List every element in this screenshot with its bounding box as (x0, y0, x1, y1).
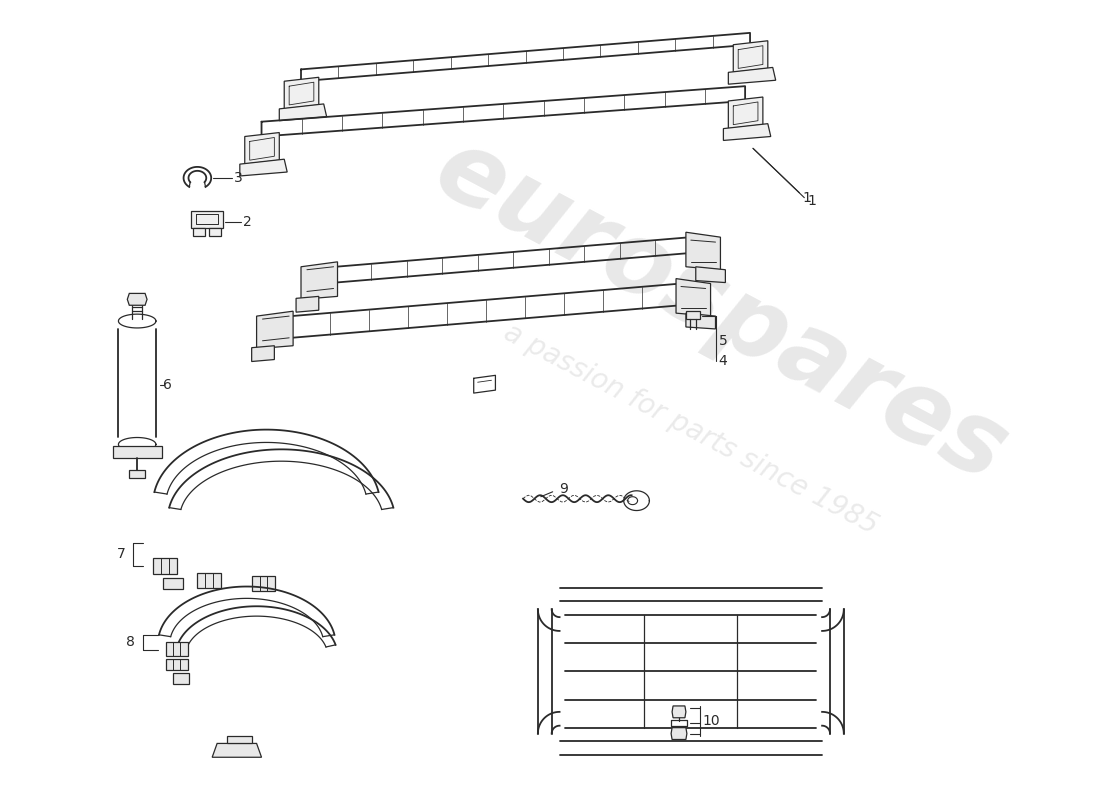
Text: 3: 3 (234, 171, 243, 185)
Text: eurospares: eurospares (418, 120, 1023, 502)
Text: 8: 8 (126, 634, 135, 649)
Polygon shape (209, 228, 221, 236)
Polygon shape (686, 313, 715, 329)
Polygon shape (671, 728, 686, 739)
Text: 7: 7 (117, 547, 125, 561)
Polygon shape (256, 311, 293, 349)
Text: 1: 1 (807, 194, 816, 208)
Polygon shape (724, 124, 771, 141)
Polygon shape (112, 446, 162, 458)
Text: 6: 6 (163, 378, 172, 392)
Polygon shape (676, 278, 711, 316)
Polygon shape (173, 674, 189, 684)
Polygon shape (240, 159, 287, 176)
Polygon shape (728, 67, 776, 84)
Polygon shape (296, 296, 319, 312)
Polygon shape (252, 346, 274, 362)
Text: 10: 10 (703, 714, 720, 728)
Text: 1: 1 (802, 190, 811, 205)
Polygon shape (128, 294, 147, 306)
Polygon shape (197, 573, 221, 589)
Text: a passion for parts since 1985: a passion for parts since 1985 (499, 318, 882, 541)
Polygon shape (696, 266, 725, 282)
Polygon shape (301, 262, 338, 299)
Text: 2: 2 (243, 215, 252, 230)
Polygon shape (686, 232, 720, 270)
Polygon shape (130, 470, 145, 478)
Text: 9: 9 (560, 482, 569, 496)
Polygon shape (166, 642, 187, 656)
Polygon shape (153, 558, 177, 574)
Polygon shape (284, 78, 319, 109)
Polygon shape (728, 97, 763, 129)
Polygon shape (166, 658, 187, 670)
Text: 4: 4 (718, 354, 727, 367)
Polygon shape (227, 735, 252, 743)
Polygon shape (191, 210, 223, 228)
Polygon shape (163, 578, 183, 590)
Text: 5: 5 (718, 334, 727, 348)
Polygon shape (194, 228, 206, 236)
Polygon shape (212, 743, 262, 758)
Polygon shape (686, 311, 700, 319)
Polygon shape (672, 706, 686, 718)
Polygon shape (279, 104, 327, 121)
Polygon shape (252, 576, 275, 591)
Polygon shape (245, 133, 279, 164)
Polygon shape (734, 41, 768, 72)
